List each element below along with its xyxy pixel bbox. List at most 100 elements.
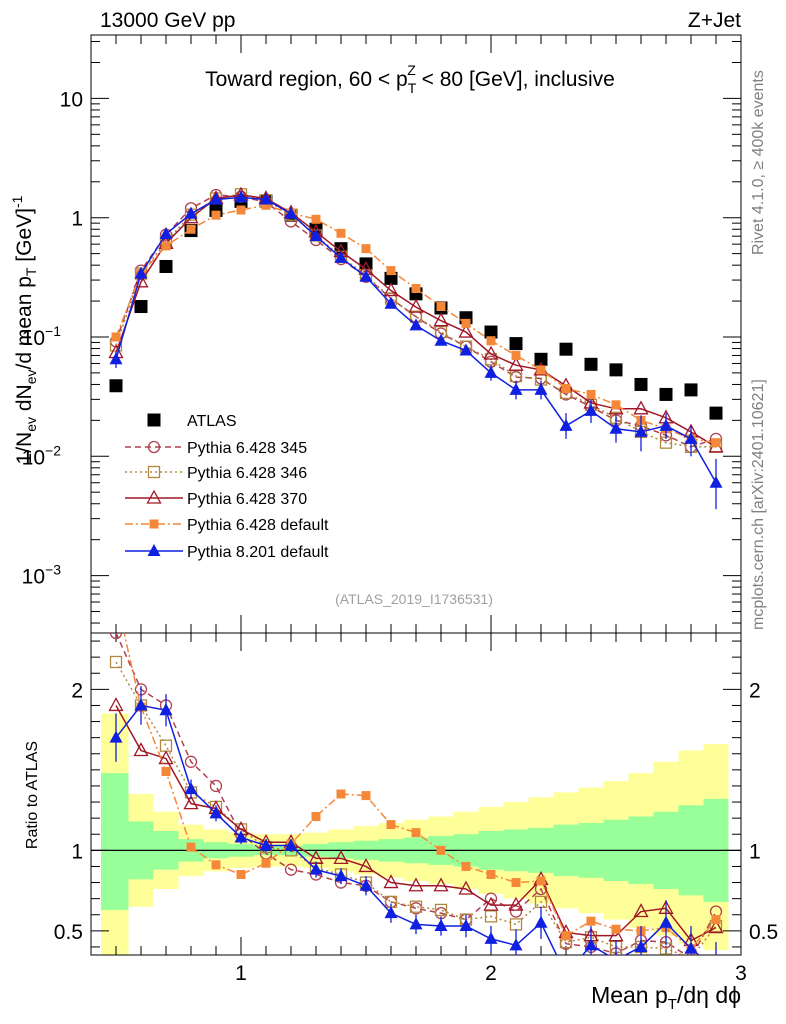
legend-marker-ATLAS <box>147 413 161 427</box>
main-point-p8def <box>159 226 173 239</box>
main-point-p6def <box>261 200 271 210</box>
main-point-p8def <box>659 418 673 431</box>
ratio-point-p346 <box>484 910 498 923</box>
ratio-point-p345 <box>509 905 523 918</box>
main-point-p370 <box>633 400 649 415</box>
ratio-point-p6def <box>536 876 546 886</box>
main-point-p6def <box>161 241 171 251</box>
ratio-y-tick-label-right: 1 <box>749 840 761 863</box>
ratio-point-p8def <box>409 917 423 930</box>
main-point-ATLAS <box>109 379 123 393</box>
ratio-axes: 0.5 0.5 1 1 2 2 1 2 3 <box>54 633 778 985</box>
ratio-point-p8def <box>584 938 598 951</box>
main-point-p8def <box>459 343 473 356</box>
ratio-point-p6def <box>711 915 721 925</box>
ratio-point-p6def <box>411 828 421 838</box>
main-point-p370 <box>383 282 399 297</box>
main-point-ATLAS <box>634 377 648 391</box>
title-prefix: Toward region, 60 < p <box>205 68 408 91</box>
title-suffix: < 80 [GeV], inclusive <box>416 68 615 91</box>
ratio-y-axis-label: Ratio to ATLAS <box>24 741 41 849</box>
main-point-p370 <box>483 345 499 360</box>
ratio-point-p345 <box>184 755 198 768</box>
ratio-point-p8def <box>134 698 148 711</box>
ratio-series-p8def <box>109 686 723 974</box>
ratio-point-p346 <box>159 739 173 752</box>
ratio-point-p8def <box>159 703 173 716</box>
ratio-point-p345 <box>109 633 123 640</box>
ratio-y-tick-label-right: 2 <box>749 679 761 702</box>
ratio-point-p370 <box>483 896 499 911</box>
ratio-point-p6def <box>211 860 221 870</box>
main-point-ATLAS <box>659 387 673 401</box>
rivet-version-label: Rivet 4.1.0, ≥ 400k events <box>750 70 767 255</box>
legend-label-ATLAS: ATLAS <box>187 413 237 430</box>
mcplots-label: mcplots.cern.ch [arXiv:2401.10621] <box>750 379 767 630</box>
ratio-point-p345 <box>209 779 223 793</box>
ratio-point-p345 <box>284 863 298 876</box>
main-point-p8def <box>334 250 348 263</box>
ratio-y-tick-label: 0.5 <box>54 921 83 944</box>
ratio-point-p6def <box>611 924 621 934</box>
ratio-point-p370 <box>133 742 149 757</box>
ratio-point-p6def <box>511 878 521 888</box>
ratio-point-p8def <box>710 962 723 974</box>
legend-label-p8def: Pythia 8.201 default <box>187 544 329 561</box>
main-point-p8def <box>534 382 548 395</box>
main-point-p8def <box>509 382 523 395</box>
ratio-y-tick-label-right: 0.5 <box>749 921 778 944</box>
main-point-p6def <box>486 336 496 346</box>
ratio-point-p8def <box>184 782 198 795</box>
ratio-point-p346 <box>109 655 123 669</box>
main-point-p8def <box>484 365 498 378</box>
ratio-point-p370 <box>633 903 649 918</box>
main-point-p8def <box>384 296 398 309</box>
main-point-p370 <box>433 312 449 327</box>
ratio-point-p8def <box>334 869 348 882</box>
ratio-y-tick-label: 2 <box>71 679 83 702</box>
x-axis-label: Mean pT/dη dϕ <box>591 982 741 1013</box>
legend-label-p345: Pythia 6.428 345 <box>187 440 307 457</box>
ratio-point-p6def <box>486 870 496 879</box>
main-point-p8def <box>709 475 723 488</box>
ratio-point-p6def <box>311 812 321 822</box>
main-point-p6def <box>711 438 721 448</box>
legend-label-p6def: Pythia 6.428 default <box>187 517 329 534</box>
legend-marker-p8def <box>147 544 161 556</box>
main-point-p370 <box>408 298 424 313</box>
main-point-p8def <box>184 206 198 219</box>
main-point-p6def <box>536 365 546 375</box>
main-y-tick-label: 10−1 <box>22 323 62 350</box>
main-point-ATLAS <box>534 352 548 366</box>
ratio-series-layer <box>108 633 724 974</box>
main-point-p6def <box>511 350 521 360</box>
ratio-point-p6def <box>186 842 196 852</box>
main-y-tick-label: 1 <box>71 208 83 231</box>
main-point-p6def <box>311 214 321 224</box>
main-point-p8def <box>434 333 448 346</box>
ratio-point-p370 <box>708 919 724 934</box>
main-point-p8def <box>634 424 648 437</box>
ratio-point-p6def <box>561 931 571 941</box>
ratio-point-p370 <box>158 750 174 765</box>
process-label: Z+Jet <box>688 9 741 32</box>
ratio-point-p370 <box>183 795 199 810</box>
main-point-p6def <box>236 205 246 215</box>
main-y-tick-label: 10 <box>60 88 83 111</box>
ratio-point-p8def <box>634 939 648 952</box>
main-point-ATLAS <box>509 337 523 351</box>
title-sub: T <box>408 80 417 96</box>
ratio-point-p8def <box>234 830 248 843</box>
ratio-point-p6def <box>236 870 246 879</box>
main-point-p6def <box>186 224 196 234</box>
main-point-p8def <box>134 266 148 279</box>
title-sup: Z <box>407 62 416 78</box>
main-point-ATLAS <box>134 300 148 314</box>
ratio-point-p6def <box>436 845 446 855</box>
legend-marker-p6def <box>149 519 159 529</box>
ratio-point-p8def <box>509 938 523 951</box>
legend-marker-p370 <box>146 489 162 504</box>
main-point-p370 <box>508 356 524 371</box>
main-point-p8def <box>209 192 223 205</box>
ratio-point-p346 <box>509 918 523 931</box>
